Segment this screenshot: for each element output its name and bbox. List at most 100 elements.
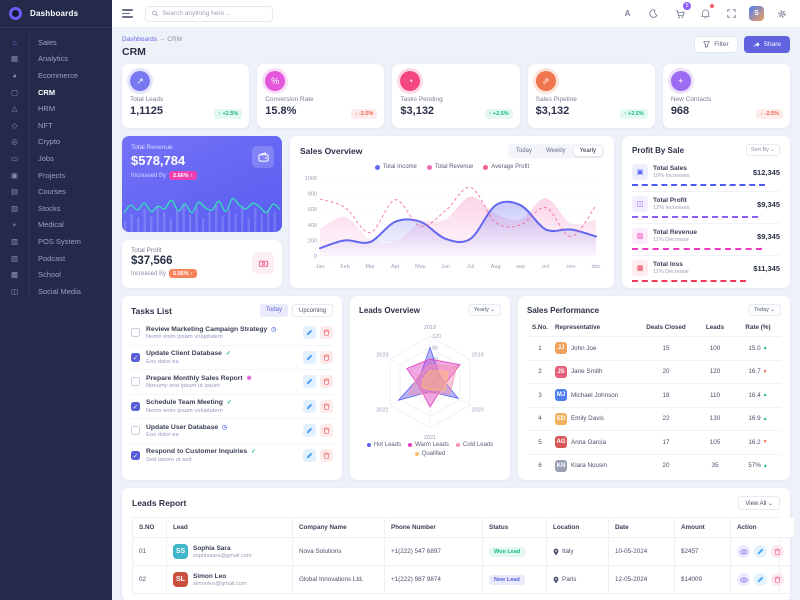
task-delete-button[interactable] [320,375,333,389]
task-edit-button[interactable] [303,375,316,389]
search-input[interactable] [162,10,266,17]
legend-item-average-profit[interactable]: Average Profit [483,164,529,170]
task-delete-button[interactable] [320,350,333,364]
tasks-tab-upcoming[interactable]: Upcoming [291,304,333,317]
radar-legend-cold-leads[interactable]: Cold Leads [455,442,493,448]
task-edit-button[interactable] [303,326,316,340]
delete-button[interactable] [771,573,784,586]
representative-cell: KN Kiara Nousin [553,453,637,478]
sidebar-item-pos-system[interactable]: ▧ POS System [0,233,112,250]
radar-legend-hot-leads[interactable]: Hot Leads [366,442,401,448]
breadcrumb: Dashboards → CRM [122,36,182,43]
breadcrumb-current: CRM [167,36,182,43]
tasks-tab-today[interactable]: Today [259,304,288,317]
translate-icon[interactable]: A [624,9,631,18]
sidebar-item-projects[interactable]: ▣ Projects [0,166,112,184]
task-delete-button[interactable] [320,326,333,340]
breadcrumb-dashboards[interactable]: Dashboards [122,36,158,43]
wallet-icon [252,146,274,168]
kpi-card-new-contacts[interactable]: + New Contacts 968 ↓ -2.5% [662,64,791,128]
delete-button[interactable] [771,545,784,558]
representative-cell: JS Jane Smith [553,359,637,384]
performance-period-dropdown[interactable]: Today ⌄ [748,304,781,316]
column-header: Representative [555,324,601,331]
phone-icon: ▭ [0,150,30,167]
radar-legend-warm-leads[interactable]: Warm Leads [408,442,449,448]
sidebar-item-jobs[interactable]: ▭ Jobs [0,150,112,167]
legend-item-total-revenue[interactable]: Total Revenue [426,164,473,170]
sidebar-item-crypto[interactable]: ◎ Crypto [0,133,112,151]
sales-overview-tab-weekly[interactable]: Weekly [545,148,566,154]
view-button[interactable] [737,573,750,586]
sidebar-item-crm[interactable]: ▢ CRM [0,83,112,101]
brand[interactable]: Dashboards [0,0,112,28]
task-delete-button[interactable] [320,399,333,413]
sidebar-item-analytics[interactable]: ▦ Analytics [0,50,112,68]
kpi-card-sales-pipeline[interactable]: ⇗ Sales Pipeline $3,132 ↑ +2.5% [527,64,655,128]
cart-icon[interactable]: 5 [671,2,691,22]
sales-overview-tab-today[interactable]: Today [515,148,532,154]
kpi-card-total-leads[interactable]: ↗ Total Leads 1,1125 ↑ +2.5% [122,64,250,128]
task-edit-button[interactable] [303,424,316,438]
svg-text:0: 0 [314,254,317,260]
sidebar-item-sales[interactable]: ⌂ Sales [0,34,112,51]
menu-toggle-icon[interactable] [122,9,133,18]
sidebar-item-nft[interactable]: ◇ NFT [0,116,112,134]
period-dropdown[interactable]: Yearly ⌄ [467,304,501,316]
edit-button[interactable] [754,573,767,586]
task-checkbox[interactable] [131,426,140,436]
view-button[interactable] [737,545,750,558]
revenue-sparkline-chart [123,197,281,232]
progress-bar [632,280,746,282]
sidebar-item-school[interactable]: ▩ School [0,266,112,283]
sidebar-item-ecommerce[interactable]: ◕ Ecommerce [0,67,112,84]
filter-button[interactable]: Filter [694,36,738,53]
sales-overview-legend: Total Income Total Revenue Average Profit [300,164,604,170]
kpi-card-tasks-pending[interactable]: ◔ Tasks Pending $3,132 ↑ +2.5% [392,64,520,128]
share-button[interactable]: Share [743,36,790,53]
tasks-list: Review Marketing Campaign Strategy ◷ Nem… [131,321,333,467]
sidebar-item-stocks[interactable]: ▥ Stocks [0,199,112,217]
profit-by-sale-item-total-sales: ▣ Total Sales 10% Increases $12,345 [632,160,780,192]
kpi-delta-badge: ↑ +2.5% [484,109,513,119]
task-checkbox[interactable] [131,377,140,387]
fullscreen-icon[interactable] [723,5,740,22]
sidebar-item-hrm[interactable]: △ HRM [0,100,112,117]
avatar: JJ [555,342,567,355]
view-all-dropdown[interactable]: View All ⌄ [738,496,780,510]
edit-button[interactable] [754,545,767,558]
kpi-card-conversion-rate[interactable]: % Conversion Rate 15.8% ↓ -2.5% [257,64,385,128]
sidebar-item-social-media[interactable]: ◫ Social Media [0,282,112,300]
action-cell [731,538,795,566]
task-delete-button[interactable] [320,448,333,462]
task-checkbox[interactable]: ✓ [131,352,140,362]
sort-by-dropdown[interactable]: Sort By ⌄ [745,144,780,156]
settings-gear-icon[interactable] [773,5,790,22]
sidebar-item-courses[interactable]: ▤ Courses [0,183,112,200]
task-edit-button[interactable] [303,350,316,364]
task-status-icon: ✓ [226,400,232,406]
sidebar-item-podcast[interactable]: ▨ Podcast [0,249,112,267]
task-status-icon: ◷ [271,326,277,333]
user-avatar[interactable]: S [749,6,764,21]
task-checkbox[interactable]: ✓ [131,401,140,411]
profit-by-sale-item-total-revenue: ▨ Total Revenue 11% Decrease $9,345 [632,224,780,256]
notifications-icon[interactable] [697,4,714,22]
home-icon: ⌂ [0,34,30,51]
sidebar-item-medical[interactable]: + Medical [0,216,112,234]
svg-text:sep: sep [516,264,525,270]
svg-text:2020: 2020 [472,408,484,414]
radar-legend-qualified[interactable]: Qualified [414,451,445,457]
task-edit-button[interactable] [303,399,316,413]
task-checkbox[interactable]: ✓ [131,450,140,460]
sales-overview-tab-yearly[interactable]: Yearly [573,146,602,156]
task-delete-button[interactable] [320,424,333,438]
task-edit-button[interactable] [303,448,316,462]
dark-mode-icon[interactable] [645,5,662,22]
task-checkbox[interactable] [131,328,140,338]
sales-performance-table: S.No. Representative Deals Closed Leads Rate… [527,321,781,477]
lead-cell: SS Sophia Sara sophiasara@gmail.com [167,538,293,566]
legend-item-total-income[interactable]: Total Income [374,164,417,170]
svg-text:90: 90 [432,346,438,352]
